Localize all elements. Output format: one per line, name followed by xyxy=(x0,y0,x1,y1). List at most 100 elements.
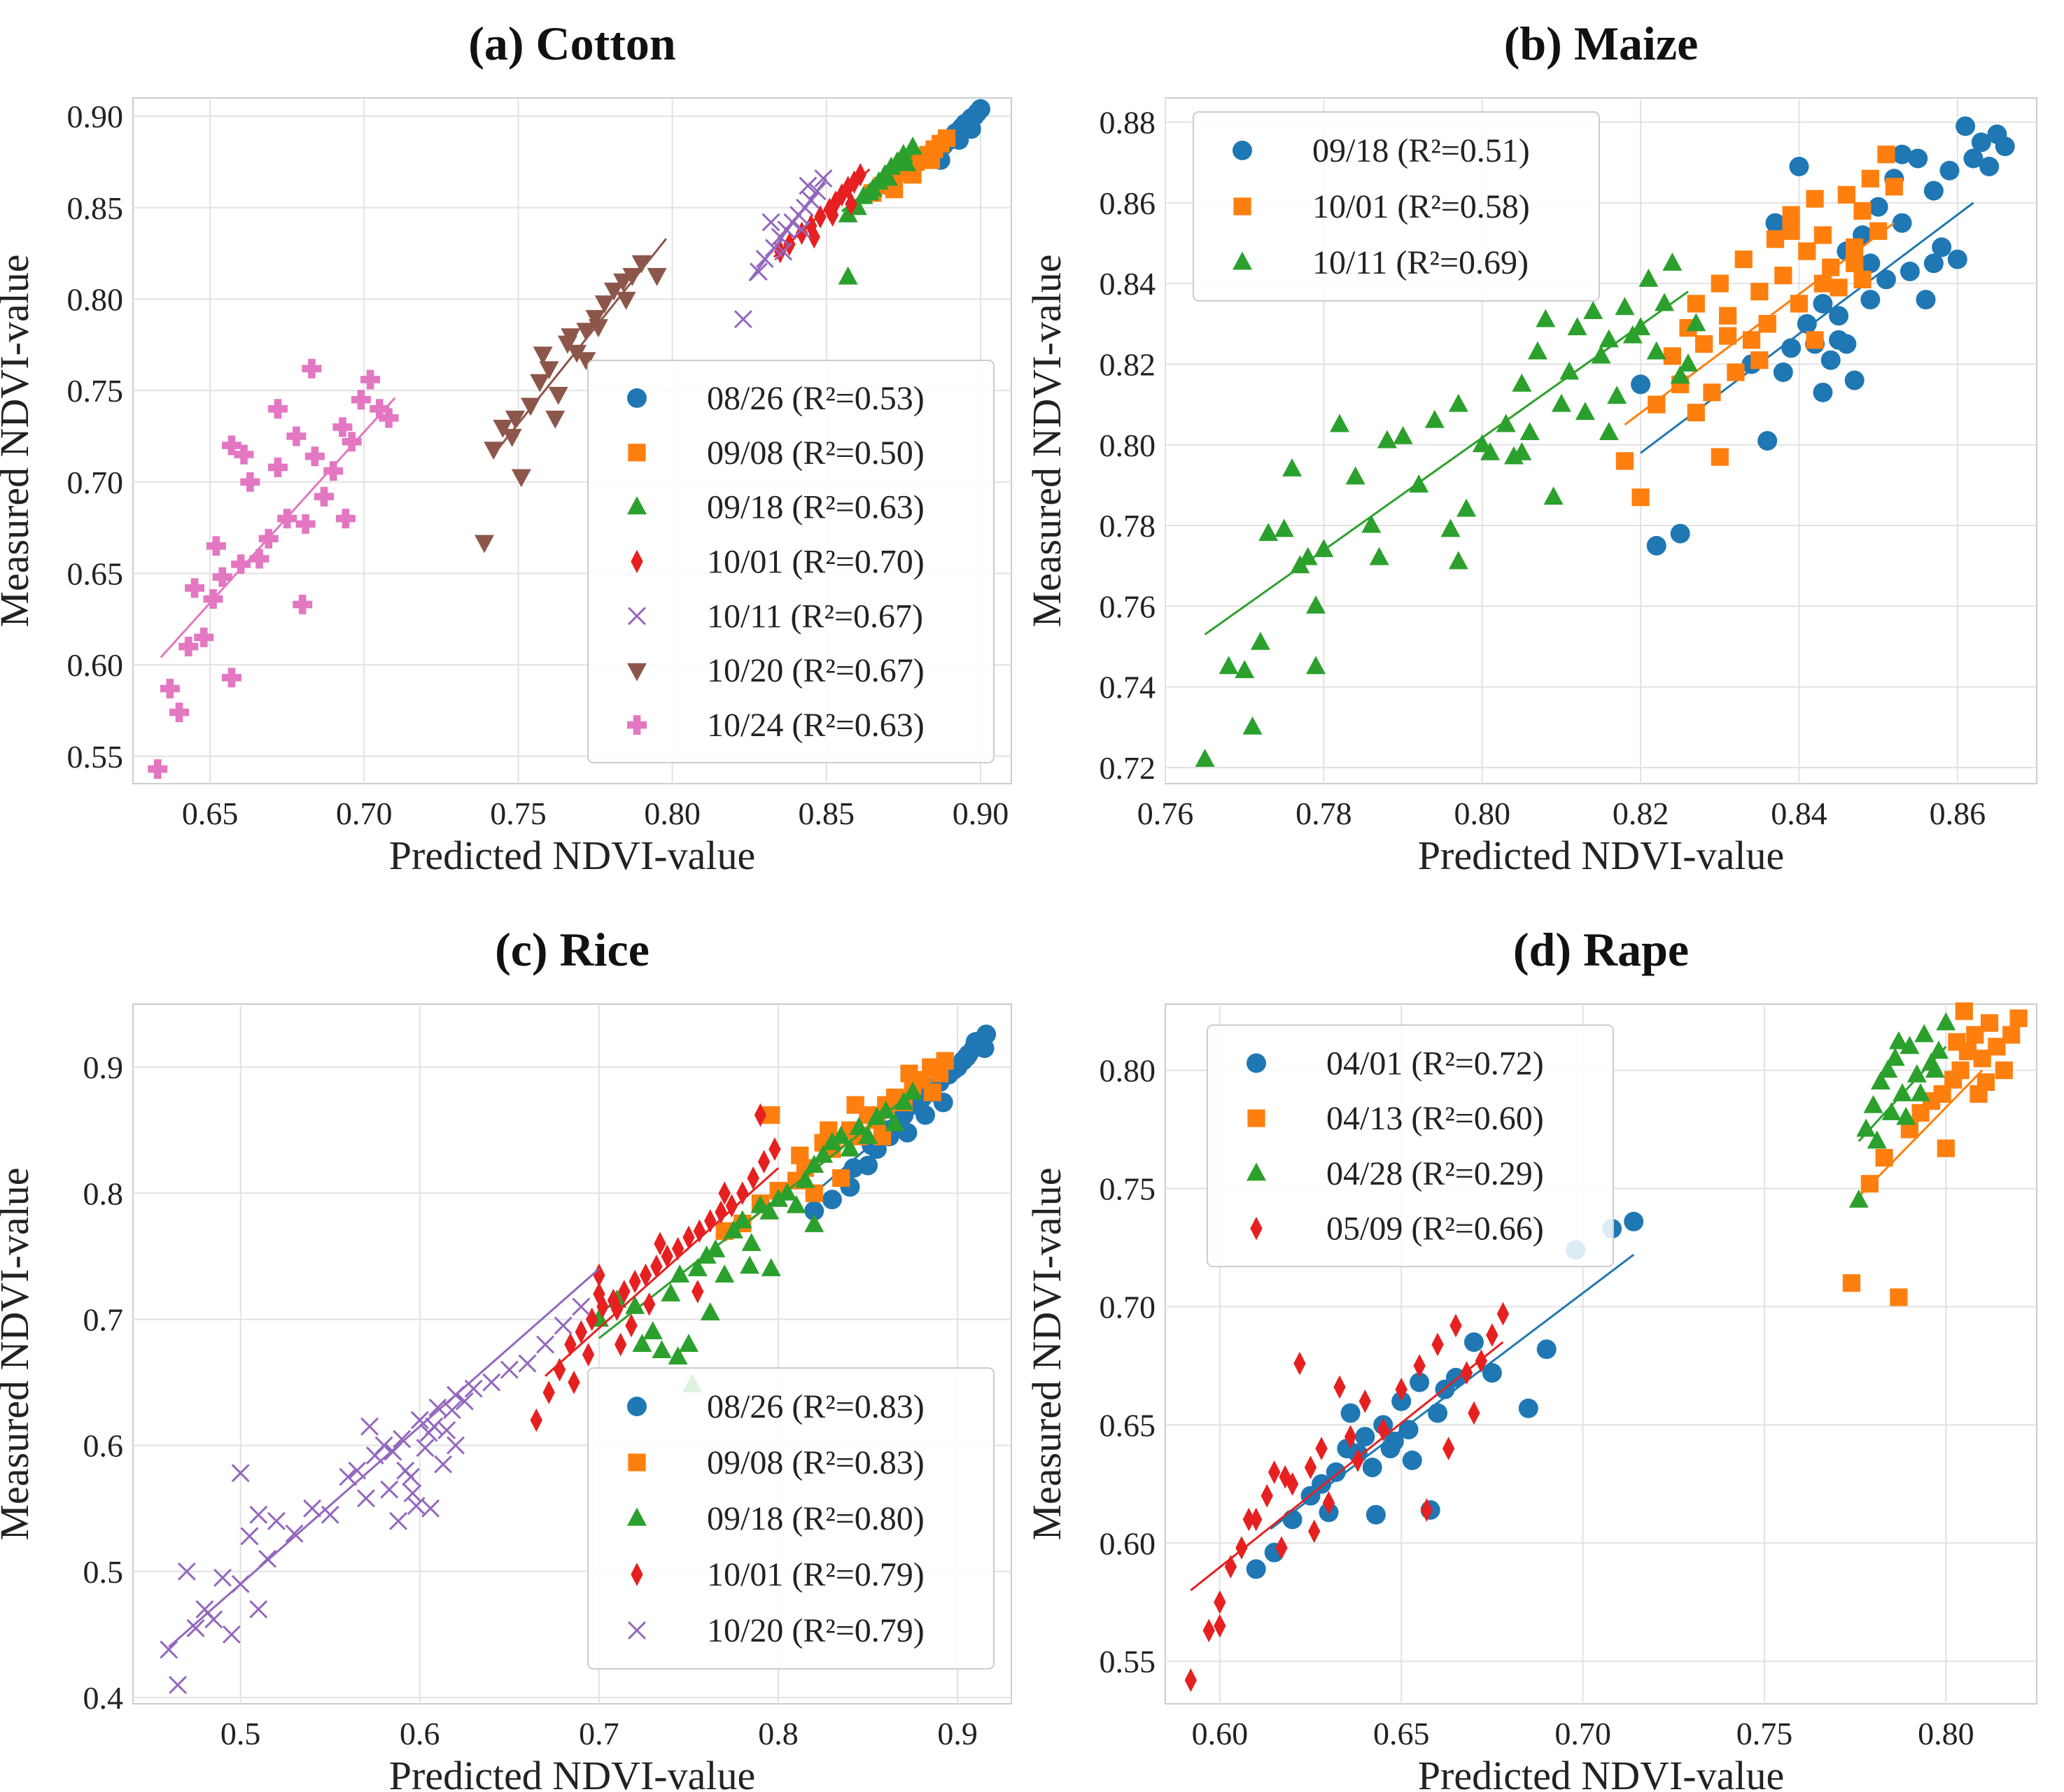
data-point xyxy=(838,204,858,223)
data-point xyxy=(1900,1036,1920,1054)
legend-entry: 04/28 (R²=0.29) xyxy=(1326,1155,1544,1192)
data-point xyxy=(267,399,288,419)
data-point xyxy=(1638,269,1659,287)
data-point xyxy=(1829,306,1849,326)
data-point xyxy=(530,374,550,393)
legend-entry: 09/08 (R²=0.83) xyxy=(707,1444,925,1481)
data-point xyxy=(900,1064,918,1082)
data-point xyxy=(576,323,596,341)
x-tick-label: 0.90 xyxy=(953,796,1009,831)
data-point xyxy=(1202,1618,1215,1643)
data-point xyxy=(1842,1274,1861,1292)
data-point xyxy=(774,242,793,261)
data-point xyxy=(293,594,313,614)
data-point xyxy=(231,1464,250,1483)
y-tick-label: 0.78 xyxy=(1100,508,1156,544)
data-point xyxy=(1512,442,1532,460)
data-point xyxy=(1359,1389,1371,1413)
chart-title: (b) Maize xyxy=(1504,17,1699,70)
data-point xyxy=(1928,1040,1949,1059)
y-tick-label: 0.65 xyxy=(67,556,124,591)
data-point xyxy=(759,1201,780,1220)
data-point xyxy=(148,759,168,779)
y-tick-label: 0.75 xyxy=(1100,1171,1156,1207)
data-point xyxy=(221,668,241,688)
data-point xyxy=(1711,448,1729,466)
data-point xyxy=(295,514,316,534)
data-point xyxy=(1214,1614,1226,1638)
x-tick-label: 0.60 xyxy=(1192,1716,1249,1751)
data-point xyxy=(1848,1190,1869,1208)
data-point xyxy=(1907,1064,1927,1082)
data-point xyxy=(885,1113,905,1131)
data-point xyxy=(1977,1073,1995,1092)
legend-marker xyxy=(631,549,643,574)
legend-marker xyxy=(627,715,647,735)
data-point xyxy=(1947,249,1967,269)
data-point xyxy=(1995,1061,2013,1080)
legend-marker xyxy=(627,388,647,408)
data-point xyxy=(1330,414,1349,432)
legend-marker xyxy=(1247,1109,1265,1127)
data-point xyxy=(554,1316,573,1335)
legend-entry: 10/01 (R²=0.70) xyxy=(707,544,925,581)
legend-entry: 04/01 (R²=0.72) xyxy=(1326,1045,1544,1082)
data-point xyxy=(1268,1460,1281,1484)
data-point xyxy=(1559,361,1580,380)
y-axis-label: Measured NDVI-value xyxy=(1024,254,1069,627)
data-point xyxy=(545,410,566,429)
x-tick-label: 0.86 xyxy=(1930,796,1986,831)
data-point xyxy=(1870,1071,1890,1089)
data-point xyxy=(356,1489,375,1508)
fit-line xyxy=(773,168,871,258)
x-tick-label: 0.80 xyxy=(1918,1716,1974,1751)
data-point xyxy=(1951,1061,1970,1080)
data-point xyxy=(1377,1418,1389,1441)
data-point xyxy=(757,1150,771,1174)
data-point xyxy=(505,410,526,429)
fit-line xyxy=(545,1167,780,1377)
data-point xyxy=(1235,660,1255,679)
data-point xyxy=(267,457,288,477)
data-point xyxy=(829,190,842,214)
fit-line xyxy=(1858,1045,1947,1142)
y-tick-label: 0.72 xyxy=(1100,750,1156,786)
data-point xyxy=(1861,169,1879,188)
data-point xyxy=(1456,498,1477,517)
data-point xyxy=(1282,458,1303,477)
data-point xyxy=(410,1411,429,1430)
data-point xyxy=(1822,258,1840,276)
data-point xyxy=(335,509,356,529)
data-point xyxy=(1250,631,1270,650)
data-point xyxy=(1908,148,1928,169)
data-point xyxy=(866,1106,887,1125)
y-axis-label: Measured NDVI-value xyxy=(0,1167,37,1540)
data-point xyxy=(1355,1427,1375,1447)
data-point xyxy=(625,1296,645,1314)
data-point xyxy=(1896,1106,1916,1125)
x-tick-label: 0.75 xyxy=(1736,1716,1793,1751)
x-axis-label: Predicted NDVI-value xyxy=(1418,833,1784,878)
data-point xyxy=(632,1334,652,1352)
legend-marker xyxy=(628,1621,646,1639)
data-point xyxy=(1686,313,1706,332)
data-point xyxy=(1424,409,1445,428)
data-point xyxy=(1304,1455,1317,1479)
data-point xyxy=(304,446,325,467)
data-point xyxy=(1308,1519,1321,1544)
data-point xyxy=(786,1194,806,1213)
y-tick-label: 0.6 xyxy=(83,1428,124,1464)
data-point xyxy=(1687,404,1705,422)
fit-line xyxy=(493,238,667,456)
data-point xyxy=(240,472,260,492)
legend-marker xyxy=(627,1507,647,1526)
data-point xyxy=(858,1125,878,1144)
data-point xyxy=(1420,1498,1433,1522)
y-tick-label: 0.90 xyxy=(67,99,124,134)
data-point xyxy=(425,1417,444,1436)
data-point xyxy=(1923,253,1944,274)
data-point xyxy=(567,344,587,363)
data-point xyxy=(286,426,307,446)
series-5 xyxy=(733,169,833,329)
data-point xyxy=(840,1138,860,1157)
